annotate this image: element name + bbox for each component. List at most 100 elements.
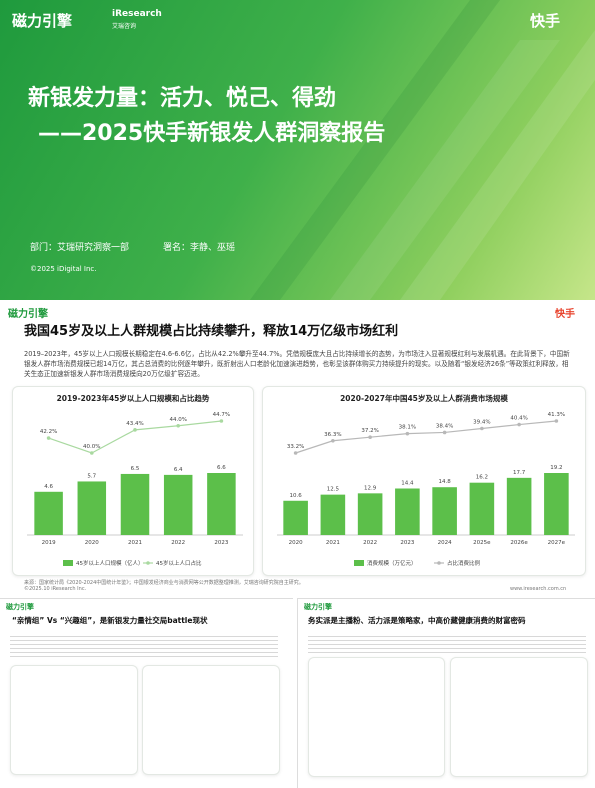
partner-cn: 艾瑞咨询 (112, 23, 137, 30)
bar (432, 487, 457, 535)
line-point (46, 436, 51, 440)
source: 来源：国家统计局《2020-2024中国统计年鉴》；中国银发经济商业与消费网等公… (24, 580, 304, 586)
slide-title: “亲情组” Vs “兴趣组”，是新银发力量社交局battle现状 (12, 616, 208, 625)
bar (34, 491, 63, 535)
value-label: 41.3% (548, 412, 565, 418)
legend-swatch (63, 560, 73, 566)
legend-label: 45岁以上人口规模（亿人） (76, 559, 144, 567)
text-block (10, 633, 278, 659)
x-tick-label: 2023 (400, 540, 414, 546)
value-label: 44.7% (213, 412, 230, 418)
chart-panel: 2020-2027年中国45岁及以上人群消费市场规模 10.6 2020 12.5 20… (262, 386, 586, 576)
x-tick-label: 2020 (85, 540, 99, 546)
value-label: 4.6 (44, 484, 53, 490)
line-point (90, 451, 94, 455)
x-tick-label: 2021 (326, 540, 340, 546)
x-tick-label: 2027e (548, 540, 566, 546)
line-point (442, 430, 447, 435)
chart: 2020-2027年中国45岁及以上人群消费市场规模 10.6 2020 12.5 20… (277, 393, 575, 567)
line-point (368, 435, 372, 439)
legend-swatch (437, 561, 441, 565)
slide-thumbnail: 磁力引擎 “亲情组” Vs “兴趣组”，是新银发力量社交局battle现状 (0, 598, 293, 788)
chart-panel: 2019-2023年45岁以上人口规模和占比趋势 4.6 2019 5.7 2020 6.… (12, 386, 254, 576)
value-label: 38.4% (436, 423, 453, 429)
bar (320, 494, 346, 535)
value-label: 33.2% (287, 444, 304, 450)
value-label: 14.4 (401, 481, 414, 487)
value-label: 44.0% (169, 417, 186, 423)
value-label: 10.6 (290, 493, 303, 499)
chart-title: 2020-2027年中国45岁及以上人群消费市场规模 (340, 393, 508, 403)
legend-swatch (146, 561, 150, 565)
bar (163, 474, 193, 535)
line-point (517, 422, 521, 427)
value-label: 39.4% (473, 420, 490, 426)
x-tick-label: 2022 (171, 540, 185, 546)
brand-logo: 磁力引擎 (6, 603, 34, 611)
line-point (293, 451, 298, 455)
partner-logo: iResearch (112, 9, 162, 19)
line-point (480, 426, 484, 431)
text-block (308, 633, 586, 653)
legend-swatch (354, 560, 364, 566)
chart-panel (10, 665, 138, 775)
x-tick-label: 2023 (214, 540, 228, 546)
slide-thumbnail: 磁力引擎 务实派是主播粉、活力派是策略家，中高价藏健康消费的财富密码 (297, 598, 595, 788)
chart: 2019-2023年45岁以上人口规模和占比趋势 4.6 2019 5.7 2020 6.… (27, 393, 243, 567)
bar (283, 500, 308, 535)
value-label: 43.4% (126, 421, 143, 427)
value-label: 12.9 (364, 485, 377, 491)
value-label: 37.2% (361, 428, 378, 434)
legend-label: 45岁以上人口占比 (156, 559, 202, 567)
bar (469, 482, 495, 535)
bar (77, 481, 107, 535)
bar (544, 473, 569, 535)
value-label: 5.7 (87, 473, 96, 479)
value-label: 38.1% (399, 425, 416, 431)
cover: 磁力引擎 iResearch 艾瑞咨询 快手 新银发力量：活力、悦己、得劲 ——… (0, 0, 595, 300)
value-label: 17.7 (513, 470, 526, 476)
x-tick-label: 2022 (363, 540, 377, 546)
platform-logo: 快手 (530, 12, 561, 30)
copyright: ©2025 iDigital Inc. (30, 265, 97, 273)
brand-logo: 磁力引擎 (304, 603, 332, 611)
value-label: 14.8 (439, 479, 452, 485)
body-text: 2019–2023年，45岁以上人口规模长期稳定在4.6-6.6亿，占比从42.… (24, 350, 570, 378)
value-label: 6.5 (131, 466, 140, 472)
x-tick-label: 2021 (128, 540, 142, 546)
value-label: 36.3% (324, 432, 341, 438)
line-point (331, 438, 335, 443)
brand-logo: 磁力引擎 (12, 12, 73, 30)
x-tick-label: 2024 (438, 540, 452, 546)
value-label: 6.4 (174, 467, 183, 473)
slide-title: 我国45岁及以上人群规模占比持续攀升，释放14万亿级市场红利 (24, 324, 399, 339)
value-label: 16.2 (476, 475, 488, 481)
value-label: 12.5 (327, 487, 340, 493)
line-point (554, 419, 559, 423)
authors: 署名：李静、巫瑶 (163, 243, 236, 253)
legend-label: 占比消费比例 (447, 559, 481, 567)
bar (120, 473, 150, 535)
bar (207, 473, 236, 535)
cover-decor (250, 0, 595, 300)
x-tick-label: 2019 (42, 540, 56, 546)
x-tick-label: 2026e (510, 540, 528, 546)
cover-subtitle: ——2025快手新银发人群洞察报告 (38, 121, 386, 146)
website: www.iresearch.com.cn (510, 586, 567, 592)
brand-logo: 磁力引擎 (8, 309, 48, 320)
value-label: 19.2 (550, 465, 562, 471)
value-label: 6.6 (217, 465, 226, 471)
chart-panel (308, 657, 445, 777)
value-label: 40.0% (83, 444, 100, 450)
slide-title: 务实派是主播粉、活力派是策略家，中高价藏健康消费的财富密码 (308, 616, 526, 625)
legend-label: 消费规模（万亿元） (367, 559, 417, 567)
chart-panel (142, 665, 280, 775)
slide: 磁力引擎 快手 我国45岁及以上人群规模占比持续攀升，释放14万亿级市场红利 2… (0, 300, 595, 595)
department: 部门：艾瑞研究洞察一部 (30, 243, 130, 253)
line-point (176, 423, 180, 428)
value-label: 40.4% (510, 416, 527, 422)
chart-panel (450, 657, 588, 777)
chart-title: 2019-2023年45岁以上人口规模和占比趋势 (57, 393, 210, 403)
cover-title: 新银发力量：活力、悦己、得劲 (28, 86, 337, 111)
